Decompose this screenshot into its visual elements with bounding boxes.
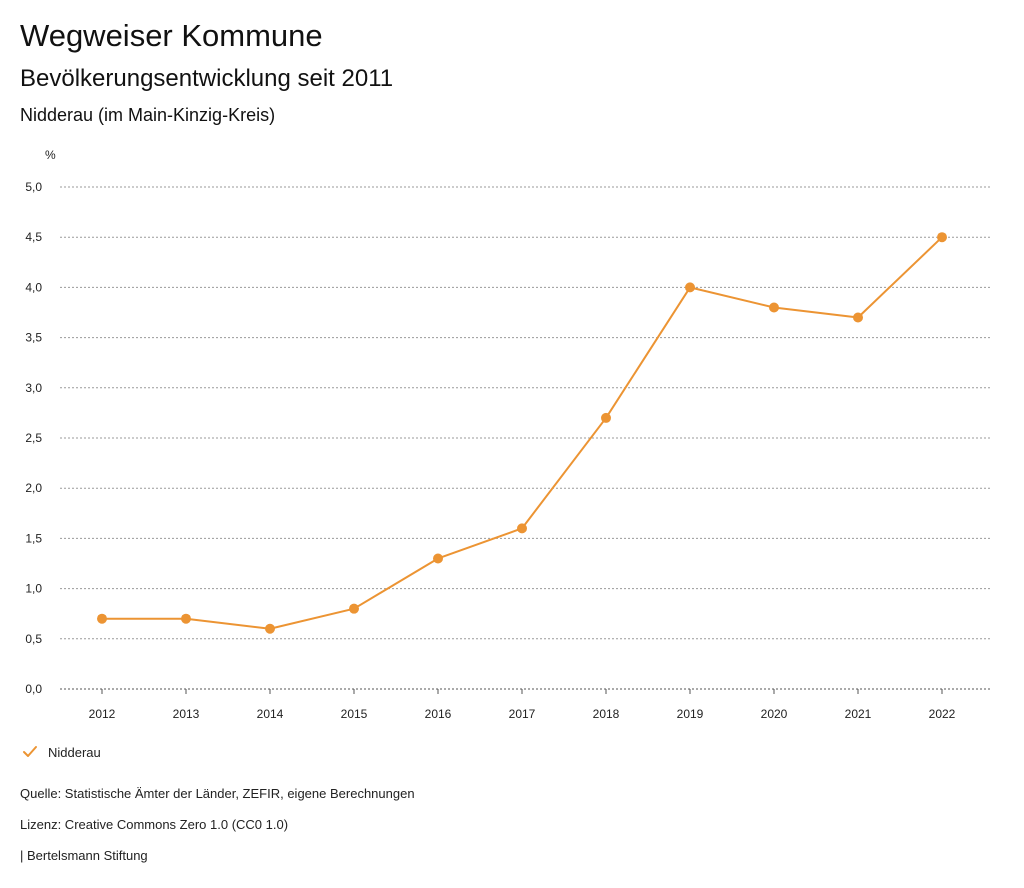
y-tick-label: 0,0 [25, 682, 42, 696]
x-tick-label: 2019 [677, 707, 704, 721]
y-tick-label: 4,0 [25, 280, 42, 294]
y-tick-label: 1,0 [25, 582, 42, 596]
checkmark-icon [23, 746, 37, 757]
x-tick-label: 2014 [257, 707, 284, 721]
license-note: Lizenz: Creative Commons Zero 1.0 (CC0 1… [20, 817, 289, 832]
x-axis: 2012 2013 2014 2015 2016 2017 2018 2019 2020 2021… [89, 689, 956, 721]
legend-label-nidderau: Nidderau [48, 744, 101, 760]
y-tick-label: 4,5 [25, 230, 42, 244]
data-point[interactable] [265, 623, 275, 634]
x-tick-label: 2015 [341, 707, 368, 721]
x-tick-label: 2018 [593, 707, 620, 721]
legend[interactable]: Nidderau [22, 744, 101, 760]
y-axis-unit: % [45, 148, 56, 162]
x-tick-label: 2021 [845, 707, 872, 721]
source-note: Quelle: Statistische Ämter der Länder, Z… [20, 786, 415, 801]
y-tick-label: 2,5 [25, 431, 42, 445]
y-axis: % 0,0 0,5 1,0 1,5 2,0 2,5 3,0 3,5 4,0 4,5 5,0 [25, 148, 56, 696]
series-nidderau [97, 232, 947, 634]
y-tick-label: 3,5 [25, 331, 42, 345]
series-line [102, 236, 943, 630]
data-point[interactable] [181, 613, 191, 624]
data-point[interactable] [769, 302, 779, 313]
y-tick-label: 0,5 [25, 632, 42, 646]
data-point[interactable] [937, 232, 947, 243]
data-point[interactable] [97, 613, 107, 624]
data-point[interactable] [517, 523, 527, 534]
chart-subtitle: Bevölkerungsentwicklung seit 2011 [20, 65, 394, 92]
y-tick-label: 2,0 [25, 481, 42, 495]
data-point[interactable] [853, 312, 863, 323]
x-tick-label: 2017 [509, 707, 536, 721]
x-tick-label: 2013 [173, 707, 200, 721]
y-tick-label: 5,0 [25, 180, 42, 194]
line-chart: %0,00,51,01,52,02,53,03,54,04,55,0 2012 2… [25, 148, 990, 721]
region-label: Nidderau (im Main-Kinzig-Kreis) [20, 105, 276, 125]
x-tick-label: 2012 [89, 707, 116, 721]
data-point[interactable] [601, 412, 611, 423]
publisher-note: | Bertelsmann Stiftung [20, 848, 148, 863]
data-point[interactable] [349, 603, 359, 614]
y-tick-label: 3,0 [25, 381, 42, 395]
x-tick-label: 2016 [425, 707, 452, 721]
x-tick-label: 2022 [929, 707, 956, 721]
y-tick-label: 1,5 [25, 531, 42, 545]
grid-lines [60, 186, 990, 690]
x-tick-label: 2020 [761, 707, 788, 721]
data-point[interactable] [433, 553, 443, 564]
chart-title: Wegweiser Kommune [20, 18, 323, 53]
data-point[interactable] [685, 282, 695, 293]
